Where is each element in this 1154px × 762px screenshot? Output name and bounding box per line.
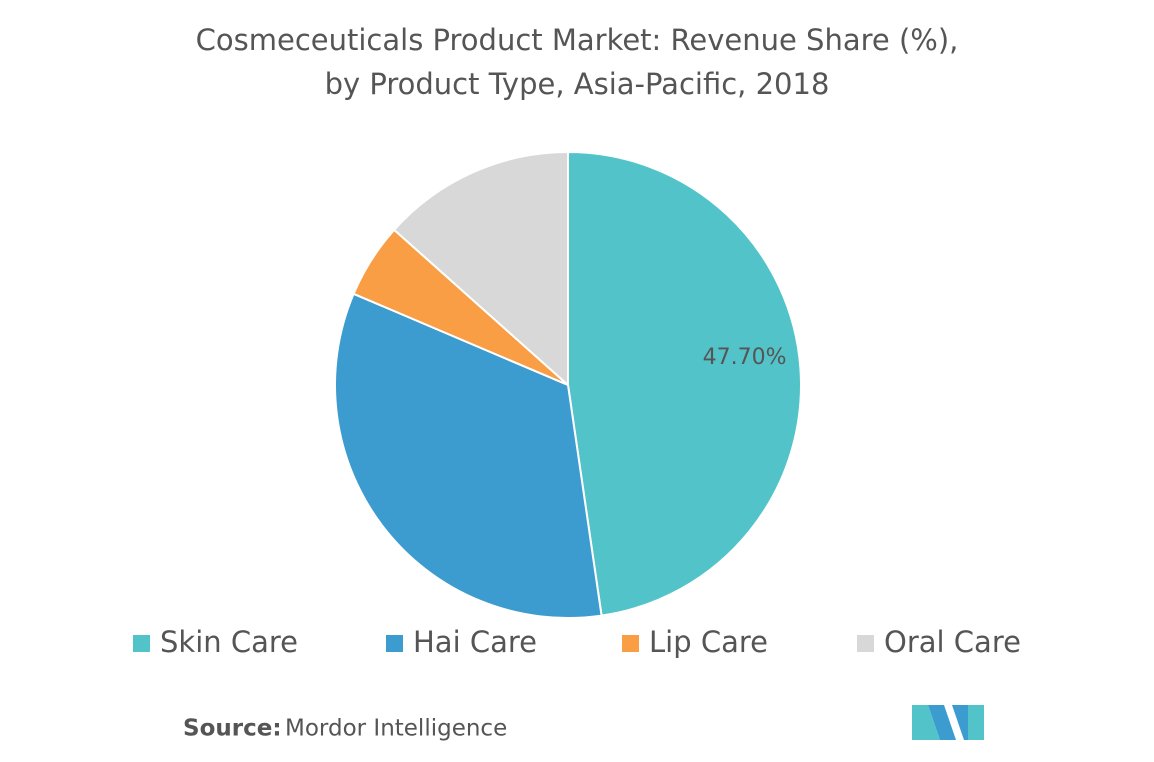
legend-label: Oral Care xyxy=(884,625,1021,659)
legend-label: Lip Care xyxy=(649,625,768,659)
source-label: Source: xyxy=(183,716,282,742)
pie-slice xyxy=(567,150,802,617)
source-text: Mordor Intelligence xyxy=(285,716,507,742)
chart-title: Cosmeceuticals Product Market: Revenue S… xyxy=(196,23,959,57)
pie: 47.70% xyxy=(334,150,802,619)
pie-slice xyxy=(392,150,569,388)
legend-label: Hai Care xyxy=(413,625,537,659)
legend-swatch xyxy=(622,635,639,652)
legend: Skin Care Hai Care Lip Care Oral Care xyxy=(133,625,1021,659)
chart-subtitle: by Product Type, Asia-Pacific, 2018 xyxy=(325,67,830,101)
legend-label: Skin Care xyxy=(160,625,298,659)
logo xyxy=(912,705,984,740)
legend-swatch xyxy=(386,635,403,652)
pie-slice xyxy=(334,292,603,619)
legend-swatch xyxy=(857,635,874,652)
data-label: 47.70% xyxy=(703,345,787,370)
legend-swatch xyxy=(133,635,150,652)
